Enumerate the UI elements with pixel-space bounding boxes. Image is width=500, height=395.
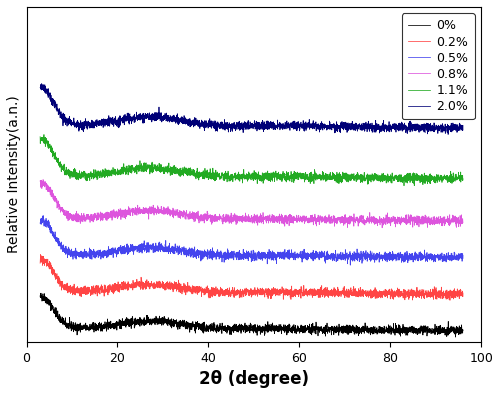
0.8% xyxy=(406,216,412,221)
Line: 0.8%: 0.8% xyxy=(40,180,463,228)
0.2% xyxy=(460,294,466,299)
1.1% xyxy=(86,171,91,176)
0.2% xyxy=(218,293,224,298)
0.8% xyxy=(460,220,466,225)
1.1% xyxy=(110,171,116,176)
0% xyxy=(38,291,44,295)
X-axis label: 2θ (degree): 2θ (degree) xyxy=(199,370,309,388)
2.0% xyxy=(86,119,91,124)
1.1% xyxy=(452,178,458,182)
2.0% xyxy=(445,132,451,137)
2.0% xyxy=(200,119,205,124)
0% xyxy=(110,322,116,326)
0.8% xyxy=(86,214,91,219)
1.1% xyxy=(200,172,205,177)
0.2% xyxy=(37,261,43,265)
0.8% xyxy=(200,217,205,222)
1.1% xyxy=(401,183,407,188)
0% xyxy=(37,293,43,298)
Line: 0%: 0% xyxy=(40,293,463,337)
0.5% xyxy=(200,250,205,255)
0% xyxy=(452,335,458,339)
0% xyxy=(460,328,466,333)
1.1% xyxy=(218,174,224,179)
0.2% xyxy=(452,292,458,296)
0.2% xyxy=(110,292,116,296)
0.5% xyxy=(218,250,224,254)
0.8% xyxy=(452,216,458,221)
0.2% xyxy=(406,290,412,295)
0.5% xyxy=(110,249,116,254)
0.8% xyxy=(379,226,385,230)
0.5% xyxy=(452,255,458,260)
0.5% xyxy=(37,221,43,226)
0.5% xyxy=(460,253,466,258)
0.8% xyxy=(37,179,43,184)
0% xyxy=(218,327,224,331)
2.0% xyxy=(452,126,458,131)
1.1% xyxy=(41,132,47,137)
2.0% xyxy=(37,85,43,90)
Line: 2.0%: 2.0% xyxy=(40,84,463,134)
2.0% xyxy=(406,124,412,128)
2.0% xyxy=(460,123,466,128)
0.2% xyxy=(447,298,453,303)
0% xyxy=(86,326,91,331)
0.2% xyxy=(200,286,205,290)
2.0% xyxy=(110,121,116,126)
0.8% xyxy=(110,208,116,213)
0.5% xyxy=(406,251,412,256)
0.2% xyxy=(38,252,44,257)
1.1% xyxy=(37,134,43,139)
1.1% xyxy=(460,176,466,181)
Line: 0.2%: 0.2% xyxy=(40,254,463,300)
0% xyxy=(406,327,412,331)
Line: 1.1%: 1.1% xyxy=(40,135,463,186)
2.0% xyxy=(218,124,224,129)
1.1% xyxy=(406,175,412,179)
0.2% xyxy=(86,286,91,291)
0.5% xyxy=(40,213,46,218)
0.8% xyxy=(40,177,46,182)
0% xyxy=(452,329,458,334)
0% xyxy=(200,330,205,335)
Line: 0.5%: 0.5% xyxy=(40,216,463,265)
Legend: 0%, 0.2%, 0.5%, 0.8%, 1.1%, 2.0%: 0%, 0.2%, 0.5%, 0.8%, 1.1%, 2.0% xyxy=(402,13,475,119)
2.0% xyxy=(38,81,44,86)
0.8% xyxy=(218,216,224,221)
0.5% xyxy=(348,263,354,267)
Y-axis label: Relative Intensity(a.n.): Relative Intensity(a.n.) xyxy=(7,96,21,253)
0.5% xyxy=(86,252,91,257)
